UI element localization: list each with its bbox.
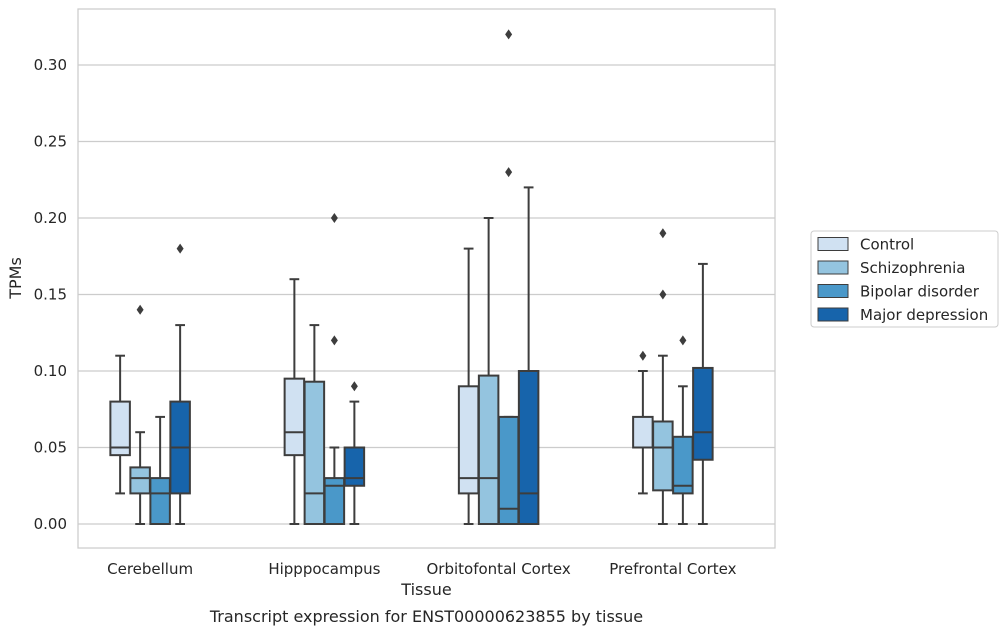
iqr-box [323, 477, 346, 526]
y-tick-label: 0.05 [34, 439, 67, 457]
box-schizophrenia [652, 228, 674, 525]
grid-lines [78, 64, 775, 525]
legend-label: Schizophrenia [860, 259, 965, 277]
box-control [457, 247, 480, 525]
legend-swatch [817, 284, 849, 298]
legend-swatch [817, 307, 849, 322]
iqr-box [672, 435, 694, 495]
box-major-depression [169, 243, 191, 525]
iqr-box [652, 420, 674, 492]
legend-frame [810, 230, 999, 328]
outlier-point [330, 335, 338, 346]
x-tick-label: Prefrontal Cortex [609, 560, 736, 578]
iqr-box [109, 400, 131, 457]
legend: Control Schizophrenia Bipolar disorder Majo… [810, 230, 999, 328]
outlier-point [350, 381, 358, 392]
x-tick-label: Cerebellum [107, 560, 193, 578]
legend-label: Bipolar disorder [860, 283, 980, 301]
box-bipolar-disorder [323, 213, 346, 526]
iqr-box [129, 466, 151, 495]
box-major-depression [692, 262, 714, 525]
legend-label: Control [860, 236, 914, 254]
iqr-box [343, 446, 366, 487]
outlier-point [679, 335, 687, 346]
box-schizophrenia [303, 324, 326, 525]
y-tick-label: 0.10 [34, 362, 67, 380]
box-major-depression [343, 381, 366, 525]
legend-swatch [817, 260, 849, 275]
iqr-box [149, 477, 171, 526]
outlier-point [330, 213, 338, 223]
outlier-point [505, 167, 513, 178]
y-tick-label: 0.25 [34, 133, 67, 151]
figure-caption: Transcript expression for ENST0000062385… [209, 607, 643, 626]
iqr-box [283, 377, 306, 457]
outlier-point [136, 304, 144, 315]
y-tick-label: 0.15 [34, 286, 67, 304]
box-control [632, 350, 654, 495]
box-control [109, 354, 131, 495]
box-major-depression [517, 186, 540, 525]
outlier-point [659, 228, 667, 239]
x-tick-label: Hipppocampus [268, 560, 380, 578]
outlier-point [505, 29, 513, 40]
y-tick-label: 0.00 [34, 515, 67, 533]
iqr-box [303, 380, 326, 525]
box-schizophrenia [129, 304, 151, 525]
legend-swatch [817, 237, 849, 251]
x-tick-label: Orbitofontal Cortex [427, 560, 571, 578]
y-tick-label: 0.30 [34, 56, 67, 74]
y-axis-label: TPMs [6, 257, 25, 300]
box-plots [109, 29, 714, 526]
outlier-point [659, 289, 667, 300]
iqr-box [692, 366, 714, 461]
outlier-point [176, 243, 184, 254]
iqr-box [632, 415, 654, 449]
outlier-point [639, 350, 647, 361]
iqr-box [517, 370, 540, 525]
box-bipolar-disorder [149, 415, 171, 526]
y-tick-labels: 0.00 0.05 0.10 0.15 0.20 0.25 0.30 [34, 56, 67, 533]
box-bipolar-disorder [672, 335, 694, 525]
y-tick-label: 0.20 [34, 209, 67, 227]
legend-label: Major depression [860, 306, 988, 324]
x-tick-labels: Cerebellum Hipppocampus Orbitofontal Corte… [107, 560, 736, 578]
x-axis-label: Tissue [400, 580, 451, 599]
plot-frame [77, 8, 776, 549]
iqr-box [477, 374, 500, 525]
